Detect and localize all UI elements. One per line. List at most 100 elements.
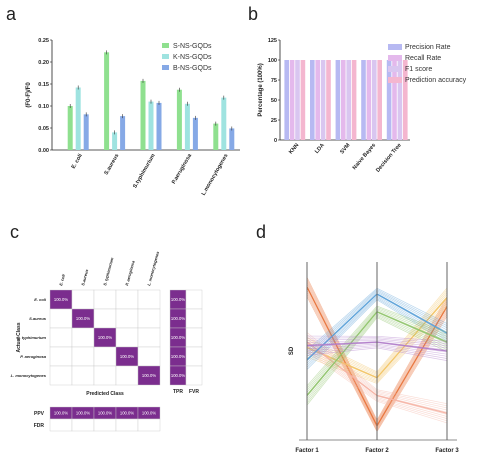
c-matrix-value: 100.0% [98,335,112,340]
a-bar [229,128,235,150]
b-x-tick-label: Decision Tree [375,142,403,173]
b-bar [392,60,397,140]
c-col-label: L. monocytogenes [146,250,160,286]
a-legend-label: K-NS-GQDs [173,54,212,61]
b-x-tick-label: SVM [339,142,352,155]
c-matrix-cell [137,346,161,367]
c-matrix-cell [137,308,161,329]
b-legend-label: F1 score [405,66,432,73]
c-matrix-cell [93,365,117,386]
c-fdr-cell [49,418,73,432]
a-x-tick-label: L.monocytogenes [201,153,230,197]
a-legend-swatch [162,43,169,48]
c-ppv-value: 100.0% [98,411,112,416]
a-bar [213,123,219,150]
c-tpr-value: 100.0% [171,297,185,302]
a-y-tick-label: 0.00 [38,148,49,154]
a-bar [83,114,89,150]
c-matrix-cell [115,365,139,386]
b-x-tick-label: KNN [288,142,300,155]
a-y-tick-label: 0.15 [38,82,49,88]
a-y-tick-label: 0.20 [38,60,49,66]
b-bar [351,60,357,140]
panel-letter-b: b [248,4,258,24]
a-legend-label: B-NS-GQDs [173,65,212,72]
b-y-axis-label: Percentage (100%) [258,63,264,116]
d-x-tick-label: Factor 1 [295,448,319,454]
c-matrix-cell [137,289,161,310]
b-bar [289,60,295,140]
a-bar [221,97,227,150]
chart-b: 0 25 50 75 100 125 Percentage (100%) KNN LDA SVM N… [258,38,467,174]
c-matrix-cell [115,289,139,310]
b-bar [377,60,382,140]
b-bar [320,60,326,140]
c-matrix-cell [49,327,73,348]
c-tpr-value: 100.0% [171,335,185,340]
panel-letter-d: d [256,222,266,242]
c-fvr-cell [185,346,203,367]
c-matrix-cell [49,346,73,367]
c-fdr-cell [93,418,117,432]
c-matrix-cell [115,308,139,329]
c-fdr-label: FDR [34,423,45,429]
c-matrix-cell [93,308,117,329]
b-bar [341,60,346,140]
c-matrix-value: 100.0% [76,316,90,321]
c-matrix-cell [137,327,161,348]
a-legend-swatch [162,54,169,59]
c-matrix-cell [137,365,161,386]
b-y-tick-label: 0 [274,138,277,144]
c-matrix-cell [71,365,95,386]
c-matrix-cell [93,289,117,310]
c-col-label: E. coli [58,273,66,287]
b-bar [284,60,289,140]
c-fdr-cell [115,418,139,432]
a-bar [156,102,162,150]
c-ppv-value: 100.0% [120,411,134,416]
b-bar [397,60,403,140]
c-ppv-label: PPV [34,411,45,417]
b-legend-swatch [388,77,402,83]
a-bar [192,117,198,150]
chart-c: 100.0% 100.0% 100.0% 100.0% 100.0% E. coli E. … [11,250,203,432]
a-y-tick-label: 0.05 [38,126,49,132]
panel-letter-c: c [10,222,19,242]
c-matrix-cell [93,346,117,367]
c-tpr-value: 100.0% [171,316,185,321]
b-y-tick-label: 50 [271,98,277,104]
c-fvr-cell [185,308,203,329]
c-fvr-cell [185,327,203,348]
chart-a: 0.00 0.05 0.10 0.15 0.20 0.25 (F0-F)/F0 E. coli… [26,38,240,197]
a-bar [176,89,182,150]
b-x-tick-label: LDA [314,142,326,155]
d-x-tick-label: Factor 3 [435,448,459,454]
c-matrix-cell [49,365,73,386]
b-y-tick-label: 100 [268,58,277,64]
b-legend-swatch [388,44,402,50]
c-ppv-value: 100.0% [142,411,156,416]
c-tpr-label: TPR [173,389,183,395]
b-bar [326,60,331,140]
c-row-label: P. aeruginosa [20,354,46,359]
b-legend-label: Prediction accuracy [405,77,467,84]
c-fdr-cell [71,418,95,432]
b-y-tick-label: 125 [268,38,277,44]
c-row-label: S.aureus [29,316,47,321]
b-bar [300,60,306,140]
a-y-tick-label: 0.10 [38,104,49,110]
b-bar [403,60,408,140]
a-x-tick-label: P.aeruginosa [171,152,194,185]
c-fvr-label: FVR [189,389,199,395]
b-bar [335,60,341,140]
c-ppv-value: 100.0% [76,411,90,416]
c-row-label: L. monocytogenes [11,373,47,378]
chart-d: SD Factor 1 Factor 2 Factor 3 [289,262,459,454]
b-legend-label: Precision Rate [405,44,451,51]
b-y-tick-label: 25 [271,118,277,124]
a-bar [140,80,146,150]
a-x-tick-label: E. coli [71,153,85,170]
c-y-axis-label: Actual Class [16,322,22,352]
b-bar [346,60,351,140]
